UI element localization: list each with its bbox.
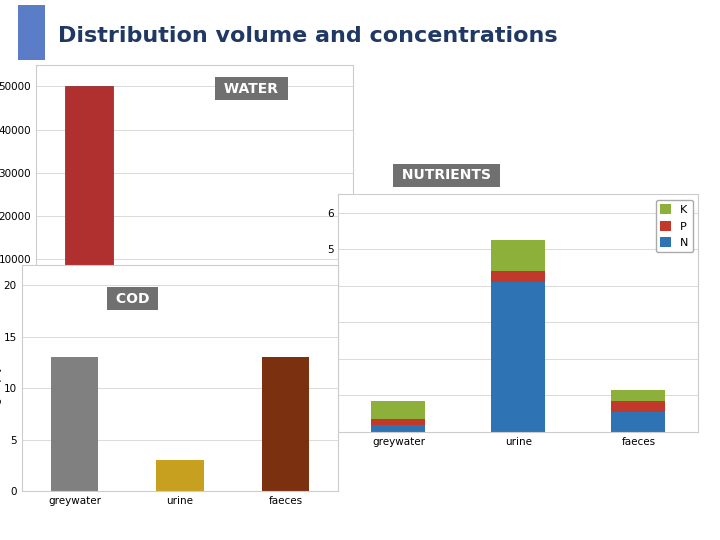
Text: Distribution volume and concentrations: Distribution volume and concentrations <box>58 25 557 46</box>
Bar <box>372 424 426 432</box>
Bar <box>611 401 665 412</box>
Legend: K, P, N: K, P, N <box>656 200 693 252</box>
Bar <box>262 357 310 491</box>
Bar <box>491 240 546 271</box>
Bar <box>372 401 426 419</box>
Text: UNESCO-IHE: UNESCO-IHE <box>648 518 706 526</box>
Bar <box>611 390 665 401</box>
Text: NUTRIENTS: NUTRIENTS <box>397 168 496 183</box>
FancyBboxPatch shape <box>18 5 45 59</box>
Y-axis label: kg/cap/year: kg/cap/year <box>314 282 324 344</box>
Bar <box>50 357 98 491</box>
Bar <box>611 412 665 432</box>
Text: COD: COD <box>111 292 154 306</box>
Bar <box>372 419 426 424</box>
Text: WATER: WATER <box>220 82 284 96</box>
Bar <box>276 296 324 302</box>
Bar <box>171 296 218 302</box>
Text: Institute for Water Education: Institute for Water Education <box>626 531 706 537</box>
Bar <box>491 282 546 432</box>
Bar <box>491 271 546 282</box>
Bar <box>156 461 204 491</box>
Bar <box>65 86 112 302</box>
